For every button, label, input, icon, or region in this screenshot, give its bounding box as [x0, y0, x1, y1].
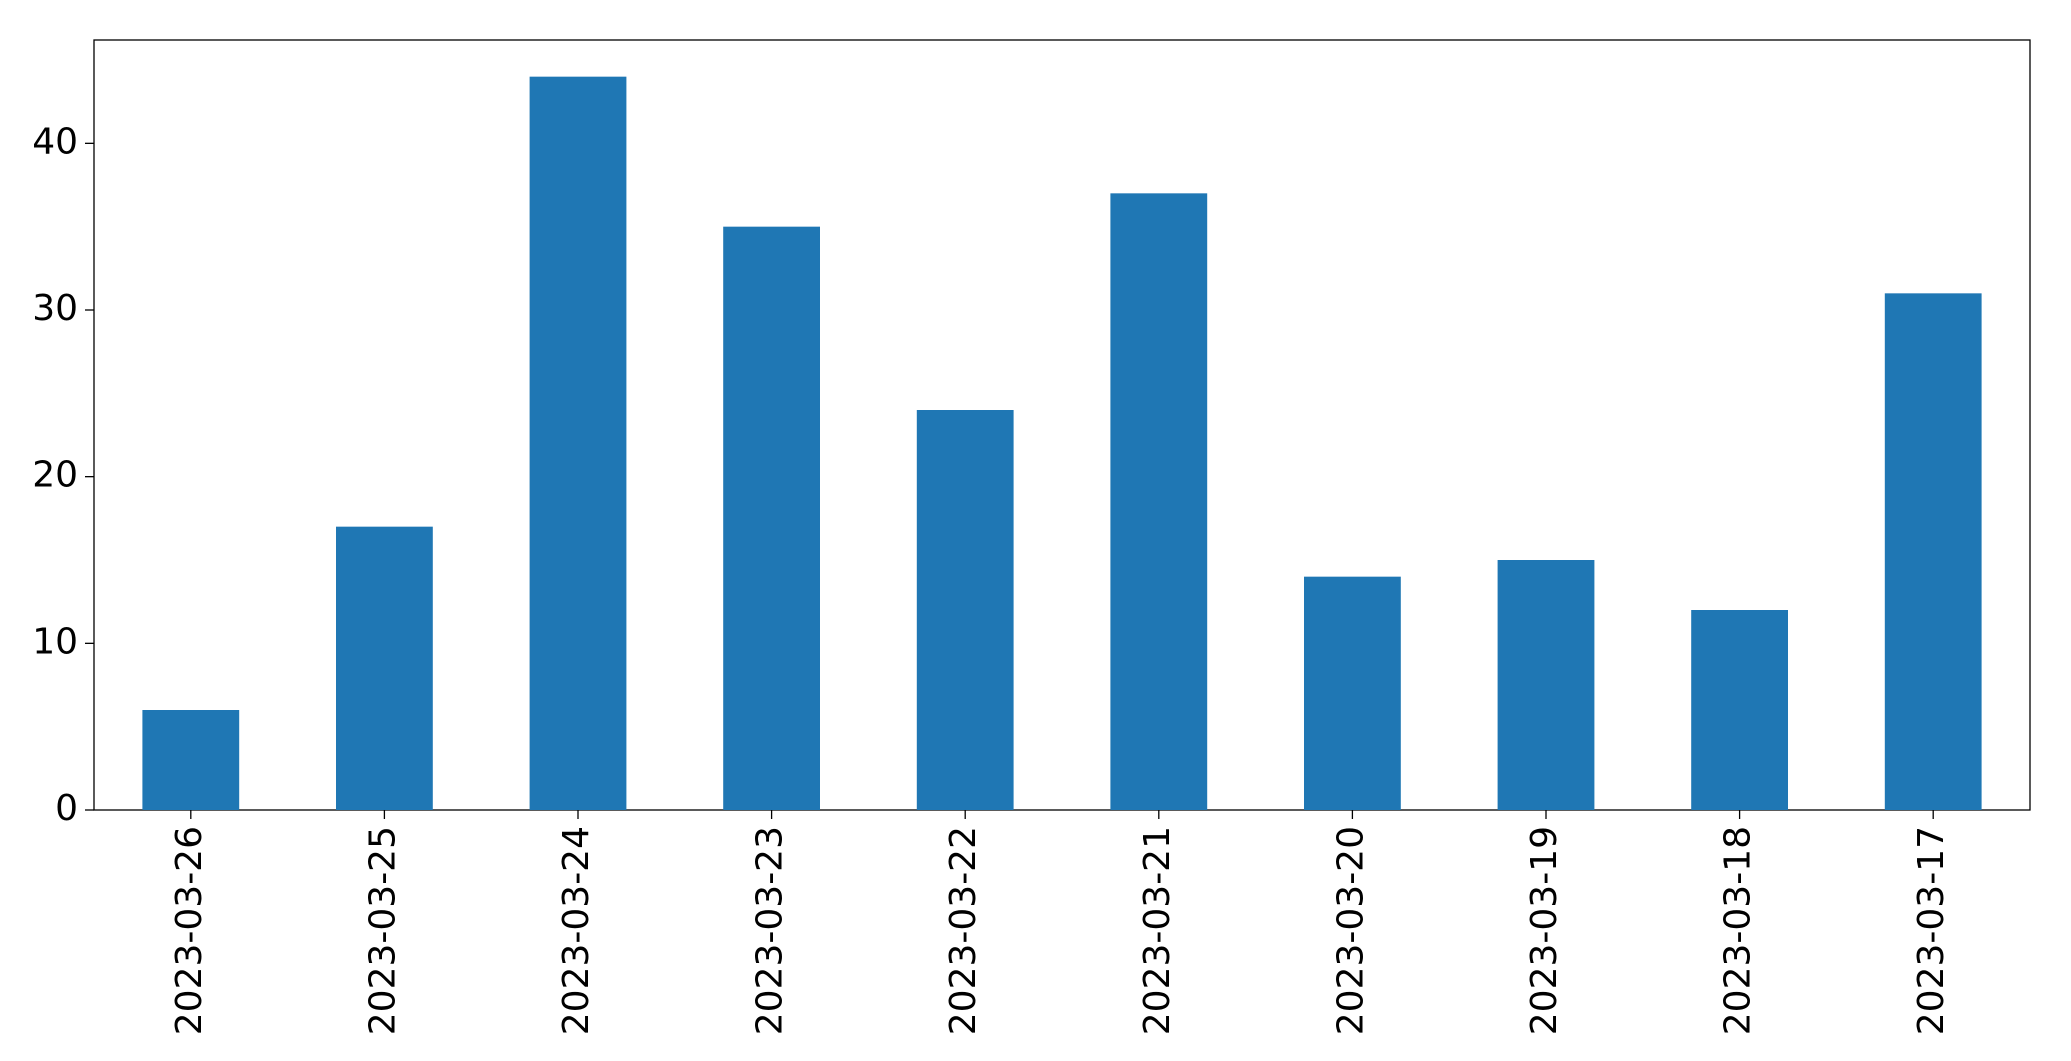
y-tick-label: 20: [32, 455, 78, 496]
x-tick-label: 2023-03-17: [1911, 826, 1952, 1035]
y-tick-label: 30: [32, 288, 78, 329]
x-tick-label: 2023-03-19: [1524, 826, 1565, 1035]
bar: [1110, 193, 1208, 811]
x-tick-label: 2023-03-24: [556, 826, 597, 1035]
bar: [1497, 560, 1595, 810]
bar: [529, 76, 627, 810]
bar: [1691, 610, 1788, 810]
y-tick-label: 0: [55, 788, 78, 829]
bar: [142, 710, 240, 810]
x-tick-label: 2023-03-20: [1330, 826, 1371, 1035]
bar: [1304, 576, 1401, 810]
x-tick-label: 2023-03-26: [169, 826, 210, 1035]
bar: [916, 410, 1014, 810]
bar: [723, 226, 820, 810]
x-tick-label: 2023-03-25: [362, 826, 403, 1035]
y-tick-label: 40: [32, 121, 78, 162]
x-tick-label: 2023-03-22: [943, 826, 984, 1035]
plot-frame: [93, 39, 2031, 811]
x-tick-label: 2023-03-21: [1137, 826, 1178, 1035]
bar: [336, 526, 433, 810]
bar: [1884, 293, 1982, 810]
y-tick-label: 10: [32, 621, 78, 662]
x-tick-label: 2023-03-23: [750, 826, 791, 1035]
x-tick-label: 2023-03-18: [1718, 826, 1759, 1035]
